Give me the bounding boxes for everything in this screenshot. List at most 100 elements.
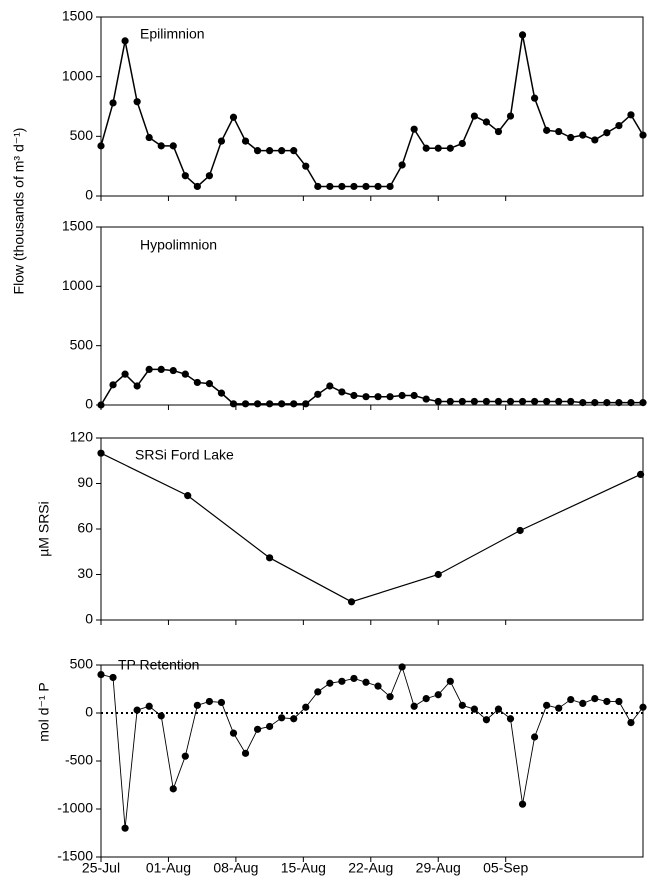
y-axis-label: mol d⁻¹ P bbox=[36, 682, 52, 742]
data-point bbox=[591, 399, 599, 407]
data-point bbox=[338, 677, 346, 685]
data-point bbox=[266, 554, 274, 562]
data-point bbox=[290, 400, 298, 408]
data-point bbox=[302, 703, 310, 711]
y-tick-label: 1500 bbox=[62, 8, 93, 24]
data-point bbox=[169, 785, 177, 793]
y-tick-label: 60 bbox=[77, 520, 93, 536]
data-point bbox=[97, 449, 105, 457]
data-point bbox=[386, 182, 394, 191]
data-point bbox=[579, 699, 587, 708]
data-point bbox=[470, 112, 478, 120]
x-tick-label: 05-Sep bbox=[483, 860, 528, 876]
y-tick-label: -1000 bbox=[57, 800, 93, 816]
data-point bbox=[603, 129, 611, 137]
y-tick-label: 0 bbox=[85, 396, 93, 412]
data-point bbox=[229, 400, 238, 408]
data-point bbox=[506, 112, 515, 120]
data-point bbox=[422, 695, 430, 703]
data-point bbox=[422, 144, 430, 152]
data-point bbox=[241, 400, 250, 408]
data-point bbox=[253, 725, 262, 733]
y-tick-label: 0 bbox=[85, 704, 93, 720]
data-point bbox=[374, 182, 382, 191]
data-point bbox=[494, 397, 503, 406]
data-point bbox=[181, 172, 189, 180]
data-point bbox=[338, 388, 346, 396]
x-tick-label: 01-Aug bbox=[146, 860, 191, 876]
data-point bbox=[133, 98, 141, 106]
data-point bbox=[482, 716, 491, 724]
y-tick-label: 500 bbox=[70, 656, 94, 672]
data-point bbox=[518, 800, 527, 808]
data-point bbox=[347, 598, 356, 606]
data-point bbox=[169, 366, 177, 375]
data-point bbox=[482, 397, 491, 406]
data-point bbox=[543, 126, 551, 134]
data-point bbox=[482, 118, 491, 126]
data-point bbox=[266, 722, 274, 731]
data-point bbox=[121, 824, 129, 832]
data-point bbox=[181, 752, 189, 760]
data-point bbox=[627, 111, 635, 119]
data-point bbox=[241, 749, 250, 757]
data-point bbox=[290, 715, 298, 723]
data-point bbox=[326, 679, 334, 687]
data-point bbox=[639, 703, 647, 711]
x-tick-label: 22-Aug bbox=[348, 860, 393, 876]
data-point bbox=[229, 729, 238, 737]
data-point bbox=[350, 182, 358, 191]
data-point bbox=[145, 365, 153, 373]
y-tick-label: -500 bbox=[65, 752, 93, 768]
data-point bbox=[241, 137, 250, 145]
data-point bbox=[506, 715, 515, 723]
data-point bbox=[217, 389, 226, 397]
data-point bbox=[470, 397, 478, 406]
data-point bbox=[531, 397, 539, 406]
plot-frame bbox=[100, 226, 644, 406]
data-point bbox=[193, 701, 201, 709]
data-point bbox=[97, 401, 105, 409]
y-tick-label: 1000 bbox=[62, 67, 93, 83]
data-point bbox=[531, 94, 539, 102]
data-point bbox=[636, 470, 645, 478]
data-point bbox=[639, 131, 647, 139]
data-point bbox=[229, 113, 238, 121]
annotation: Hypolimnion bbox=[140, 237, 217, 253]
data-point bbox=[579, 399, 587, 407]
data-point bbox=[266, 147, 274, 155]
annotation: Epilimnion bbox=[140, 26, 205, 42]
data-point bbox=[97, 142, 105, 150]
data-point bbox=[193, 182, 201, 191]
data-point bbox=[205, 380, 213, 388]
data-point bbox=[567, 695, 575, 704]
data-point bbox=[278, 714, 286, 722]
data-point bbox=[531, 733, 539, 741]
data-point bbox=[470, 705, 478, 713]
annotation: TP Retention bbox=[118, 657, 199, 673]
y-tick-label: 0 bbox=[85, 187, 93, 203]
data-point bbox=[133, 706, 141, 714]
data-point bbox=[615, 121, 623, 130]
data-point bbox=[458, 397, 466, 406]
data-point bbox=[278, 147, 286, 155]
data-point bbox=[506, 397, 515, 406]
data-point bbox=[458, 701, 466, 709]
data-point bbox=[567, 397, 575, 406]
x-tick-label: 08-Aug bbox=[213, 860, 258, 876]
x-tick-label: 25-Jul bbox=[82, 860, 120, 876]
data-point bbox=[253, 147, 262, 155]
data-point bbox=[434, 570, 442, 579]
data-point bbox=[157, 365, 165, 373]
data-point bbox=[302, 162, 310, 170]
data-line bbox=[100, 452, 641, 603]
data-point bbox=[133, 382, 141, 390]
data-point bbox=[410, 702, 418, 710]
data-point bbox=[555, 397, 563, 406]
x-tick-label: 29-Aug bbox=[416, 860, 461, 876]
data-point bbox=[639, 399, 647, 407]
data-point bbox=[217, 137, 226, 145]
data-point bbox=[350, 391, 358, 400]
y-tick-label: 120 bbox=[70, 429, 94, 445]
